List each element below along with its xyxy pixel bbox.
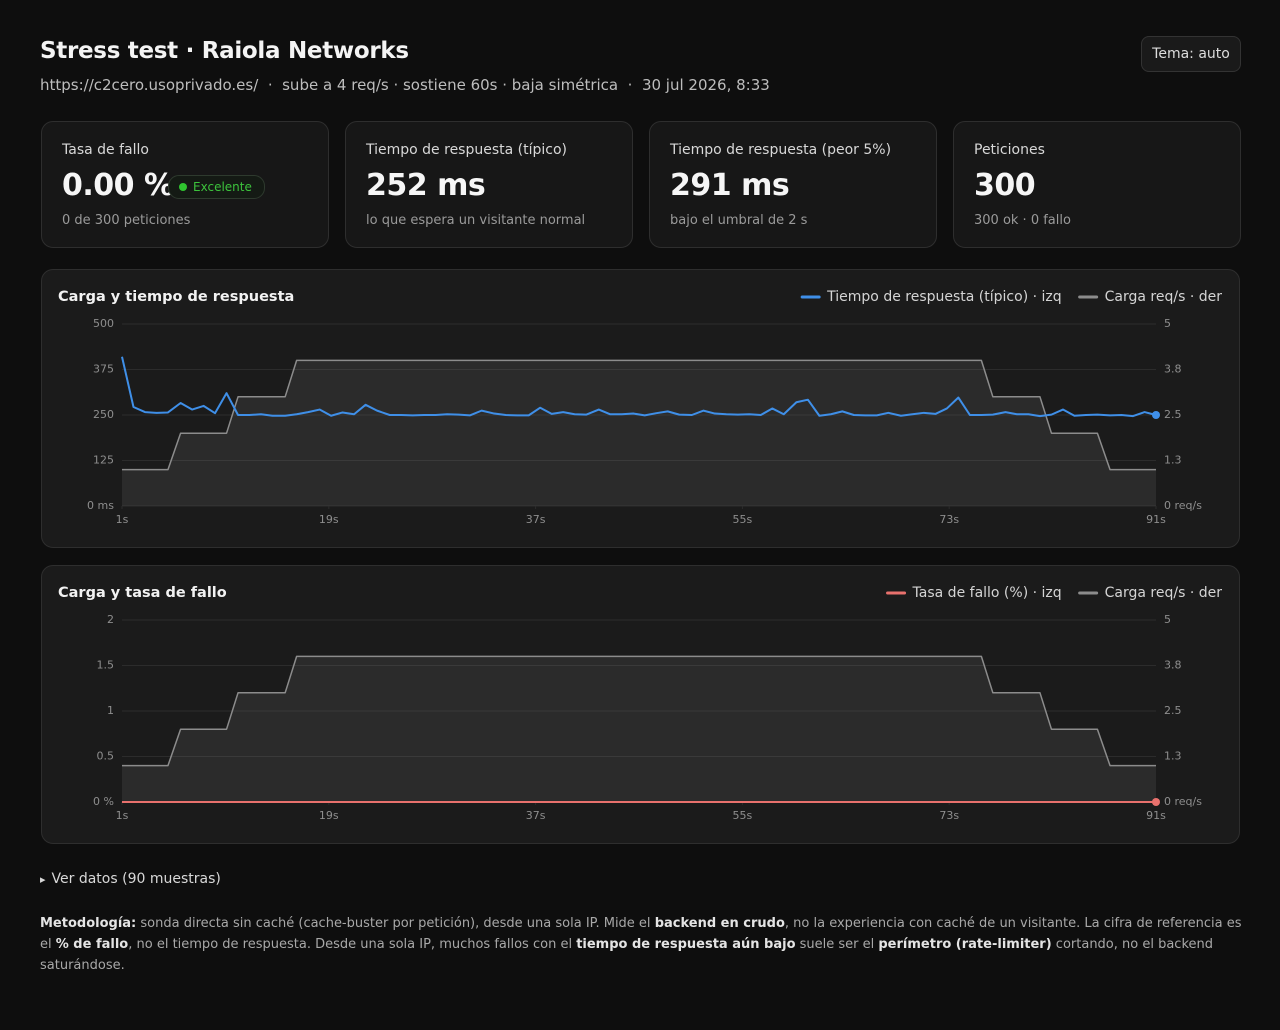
text: cortando, no el backend saturándose. bbox=[40, 937, 1218, 973]
x-tick-label: 19s bbox=[319, 809, 339, 822]
card-value: 300 bbox=[974, 168, 1036, 203]
chart-panel: Carga y tasa de fallo 0 % 0.5 1 1.5 2 0 req/s… bbox=[41, 565, 1240, 844]
card-label: Tiempo de respuesta (peor 5%) bbox=[670, 142, 892, 158]
x-tick-label: 19s bbox=[319, 513, 339, 526]
chart-title: Carga y tiempo de respuesta bbox=[58, 289, 294, 305]
subtitle: https://c2cero.usoprivado.es/ · sube a 4… bbox=[40, 76, 770, 94]
y2-tick-label: 2.5 bbox=[1164, 704, 1182, 717]
card-note: 0 de 300 peticiones bbox=[62, 213, 191, 228]
card: Tiempo de respuesta (peor 5%) 291 ms baj… bbox=[649, 121, 937, 248]
y2-tick-label: 3.8 bbox=[1164, 363, 1182, 376]
x-tick-label: 73s bbox=[939, 513, 959, 526]
chart: Carga y tiempo de respuesta 0 ms 125 250 37… bbox=[58, 289, 1223, 526]
y-tick-label: 1.5 bbox=[97, 659, 115, 672]
text: , no el tiempo de respuesta. Desde una s… bbox=[128, 937, 577, 952]
emphasis: % de fallo bbox=[55, 937, 129, 952]
end-marker bbox=[1152, 798, 1160, 806]
legend-label: Carga req/s · der bbox=[1105, 289, 1223, 305]
status-badge: Excelente bbox=[168, 175, 265, 199]
x-tick-label: 37s bbox=[526, 809, 546, 822]
y2-tick-label: 0 req/s bbox=[1164, 499, 1202, 512]
x-tick-label: 1s bbox=[116, 809, 129, 822]
emphasis: Metodología: bbox=[40, 916, 137, 931]
theme-button[interactable]: Tema: auto bbox=[1141, 36, 1241, 72]
card: Tiempo de respuesta (típico) 252 ms lo q… bbox=[345, 121, 633, 248]
y-tick-label: 0.5 bbox=[97, 750, 115, 763]
legend-label: Carga req/s · der bbox=[1105, 585, 1223, 601]
x-tick-label: 91s bbox=[1146, 513, 1166, 526]
text: suele ser el bbox=[795, 937, 879, 952]
y-tick-label: 0 % bbox=[93, 795, 114, 808]
y2-tick-label: 2.5 bbox=[1164, 408, 1182, 421]
y-tick-label: 500 bbox=[93, 317, 114, 330]
card-value: 291 ms bbox=[670, 168, 790, 203]
emphasis: tiempo de respuesta aún bajo bbox=[576, 937, 796, 952]
card-value: 0.00 % bbox=[62, 168, 174, 203]
line bbox=[122, 655, 1156, 767]
text: , no la experiencia con caché de un visi… bbox=[40, 916, 1246, 952]
methodology: Metodología: sonda directa sin caché (ca… bbox=[40, 913, 1245, 976]
text: sonda directa sin caché (cache-buster po… bbox=[136, 916, 655, 931]
y-tick-label: 375 bbox=[93, 363, 114, 376]
emphasis: perímetro (rate-limiter) bbox=[878, 937, 1052, 952]
line bbox=[122, 359, 1156, 471]
x-tick-label: 91s bbox=[1146, 809, 1166, 822]
area bbox=[122, 656, 1156, 802]
legend-label: Tiempo de respuesta (típico) · izq bbox=[826, 289, 1061, 305]
emphasis: backend en crudo bbox=[654, 916, 785, 931]
card-value: 252 ms bbox=[366, 168, 486, 203]
card-note: lo que espera un visitante normal bbox=[366, 213, 586, 228]
y2-tick-label: 5 bbox=[1164, 317, 1171, 330]
card-label: Tasa de fallo bbox=[62, 142, 149, 158]
chart-title: Carga y tasa de fallo bbox=[58, 585, 227, 601]
end-marker bbox=[1152, 411, 1160, 419]
y-tick-label: 1 bbox=[107, 704, 114, 717]
card: Tasa de fallo 0.00 % Excelente 0 de 300 … bbox=[41, 121, 329, 248]
y-tick-label: 125 bbox=[93, 454, 114, 467]
card-label: Tiempo de respuesta (típico) bbox=[366, 142, 567, 158]
chart-panel: Carga y tiempo de respuesta 0 ms 125 250 37… bbox=[41, 269, 1240, 548]
x-tick-label: 55s bbox=[733, 513, 753, 526]
x-tick-label: 1s bbox=[116, 513, 129, 526]
y-tick-label: 250 bbox=[93, 408, 114, 421]
card: Peticiones 300 300 ok · 0 fallo bbox=[953, 121, 1241, 248]
chart: Carga y tasa de fallo 0 % 0.5 1 1.5 2 0 req/s… bbox=[58, 585, 1223, 822]
legend-label: Tasa de fallo (%) · izq bbox=[912, 585, 1062, 601]
y2-tick-label: 1.3 bbox=[1164, 454, 1182, 467]
card-note: 300 ok · 0 fallo bbox=[974, 213, 1071, 228]
line bbox=[121, 356, 1157, 418]
y2-tick-label: 0 req/s bbox=[1164, 795, 1202, 808]
area bbox=[122, 360, 1156, 506]
card-label: Peticiones bbox=[974, 142, 1045, 158]
x-tick-label: 73s bbox=[939, 809, 959, 822]
x-tick-label: 55s bbox=[733, 809, 753, 822]
y2-tick-label: 1.3 bbox=[1164, 750, 1182, 763]
y2-tick-label: 5 bbox=[1164, 613, 1171, 626]
page-title: Stress test · Raiola Networks bbox=[40, 38, 409, 64]
x-tick-label: 37s bbox=[526, 513, 546, 526]
y-tick-label: 0 ms bbox=[87, 499, 114, 512]
details-toggle[interactable]: Ver datos (90 muestras) bbox=[40, 871, 221, 887]
y2-tick-label: 3.8 bbox=[1164, 659, 1182, 672]
card-note: bajo el umbral de 2 s bbox=[670, 213, 808, 228]
y-tick-label: 2 bbox=[107, 613, 114, 626]
